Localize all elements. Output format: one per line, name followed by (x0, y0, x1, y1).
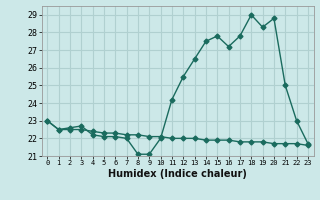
X-axis label: Humidex (Indice chaleur): Humidex (Indice chaleur) (108, 169, 247, 179)
